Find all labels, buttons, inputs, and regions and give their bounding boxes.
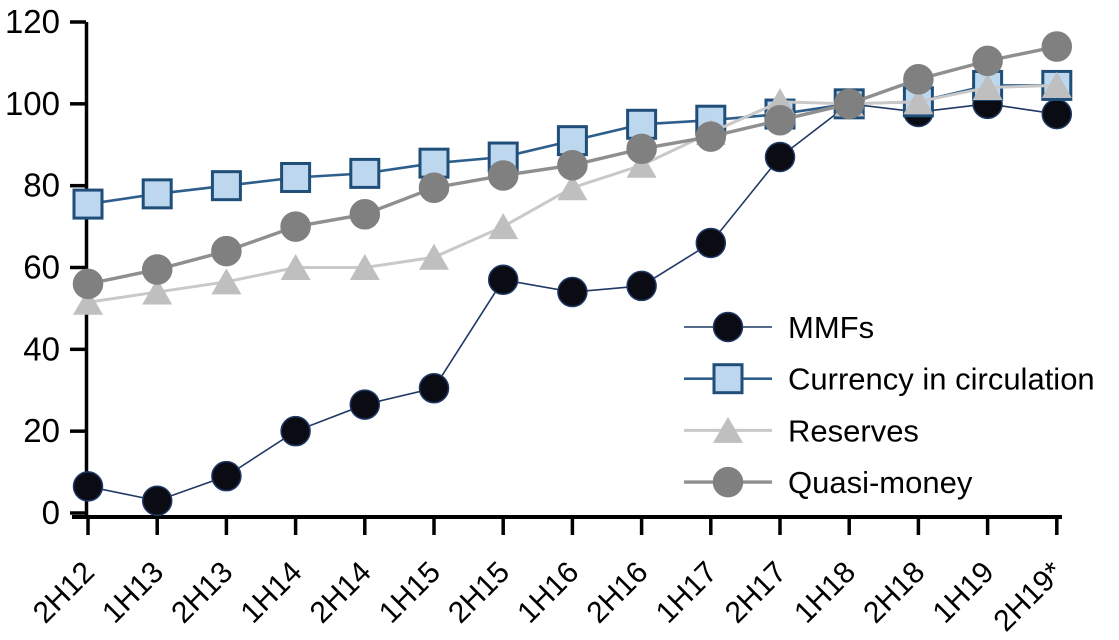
marker-mmfs xyxy=(349,389,381,420)
legend-marker-reserves-icon xyxy=(713,416,743,443)
y-tick-label: 100 xyxy=(5,85,60,122)
marker-quasi-money xyxy=(764,104,796,136)
marker-quasi-money xyxy=(211,235,242,267)
marker-quasi-money xyxy=(72,268,104,300)
marker-reserves xyxy=(142,278,173,305)
marker-mmfs xyxy=(72,471,104,502)
legend-item-quasi-money: Quasi-money xyxy=(684,465,973,500)
legend-marker-currency-in-circulation-icon xyxy=(712,363,744,395)
marker-mmfs xyxy=(211,460,242,492)
x-tick-label: 2H13 xyxy=(165,556,239,630)
marker-mmfs xyxy=(557,276,588,308)
legend-label: Currency in circulation xyxy=(788,362,1095,397)
y-tick-label: 80 xyxy=(23,167,60,204)
legend-label: Reserves xyxy=(788,413,919,448)
marker-quasi-money xyxy=(349,199,381,230)
marker-mmfs xyxy=(626,270,657,302)
x-tick-label: 1H17 xyxy=(650,556,724,630)
marker-mmfs xyxy=(695,227,727,259)
marker-mmfs xyxy=(764,141,796,173)
y-tick-label: 120 xyxy=(5,3,60,40)
marker-quasi-money xyxy=(1041,31,1073,62)
marker-quasi-money xyxy=(418,172,450,203)
y-tick-label: 40 xyxy=(23,330,60,367)
marker-quasi-money xyxy=(141,254,173,285)
marker-quasi-money xyxy=(487,160,519,191)
x-tick-label: 2H15 xyxy=(442,556,516,630)
marker-reserves xyxy=(626,151,657,178)
marker-mmfs xyxy=(280,415,311,447)
marker-reserves xyxy=(557,174,588,201)
x-tick-label: 1H14 xyxy=(235,556,309,630)
legend-label: Quasi-money xyxy=(788,465,973,500)
marker-quasi-money xyxy=(972,45,1003,77)
marker-quasi-money xyxy=(280,211,311,242)
marker-reserves xyxy=(903,88,934,115)
x-tick-label: 2H18 xyxy=(857,556,931,630)
marker-currency-in-circulation xyxy=(72,188,104,220)
legend-label: MMFs xyxy=(788,310,874,345)
marker-mmfs xyxy=(487,264,519,296)
x-tick-label: 1H15 xyxy=(373,556,447,630)
x-tick-label: 1H18 xyxy=(788,556,862,630)
legend-marker-quasi-money-icon xyxy=(712,466,744,498)
x-tick-label: 1H19 xyxy=(927,556,1001,630)
legend-item-mmfs: MMFs xyxy=(684,310,874,345)
y-tick-label: 0 xyxy=(42,494,60,531)
marker-mmfs xyxy=(1041,98,1073,130)
marker-currency-in-circulation xyxy=(141,178,173,210)
marker-mmfs xyxy=(418,372,450,404)
x-tick-label: 1H13 xyxy=(96,556,170,630)
marker-reserves xyxy=(349,254,380,280)
marker-reserves xyxy=(488,213,519,240)
marker-currency-in-circulation xyxy=(349,157,381,189)
marker-reserves xyxy=(1041,71,1072,98)
x-tick-label: 2H12 xyxy=(27,556,101,630)
x-tick-label: 1H16 xyxy=(511,556,585,630)
marker-reserves xyxy=(972,73,1003,100)
marker-reserves xyxy=(419,243,449,270)
y-tick-label: 20 xyxy=(23,412,60,449)
x-tick-label: 2H14 xyxy=(304,556,378,630)
marker-quasi-money xyxy=(695,121,727,152)
x-tick-label: 2H16 xyxy=(581,556,655,630)
marker-currency-in-circulation xyxy=(280,161,312,193)
marker-reserves xyxy=(211,268,242,295)
x-tick-label: 2H19* xyxy=(987,555,1070,638)
marker-quasi-money xyxy=(557,149,588,181)
marker-quasi-money xyxy=(626,133,657,165)
legend-marker-mmfs-icon xyxy=(712,311,744,343)
marker-reserves xyxy=(280,254,311,280)
legend-item-reserves: Reserves xyxy=(684,413,919,448)
marker-reserves xyxy=(73,288,103,315)
marker-currency-in-circulation xyxy=(210,170,242,202)
x-tick-label: 2H17 xyxy=(719,556,793,630)
legend-item-currency-in-circulation: Currency in circulation xyxy=(684,362,1095,397)
marker-quasi-money xyxy=(833,88,865,120)
marker-quasi-money xyxy=(903,64,934,95)
marker-mmfs xyxy=(141,485,173,516)
y-tick-label: 60 xyxy=(23,249,60,286)
